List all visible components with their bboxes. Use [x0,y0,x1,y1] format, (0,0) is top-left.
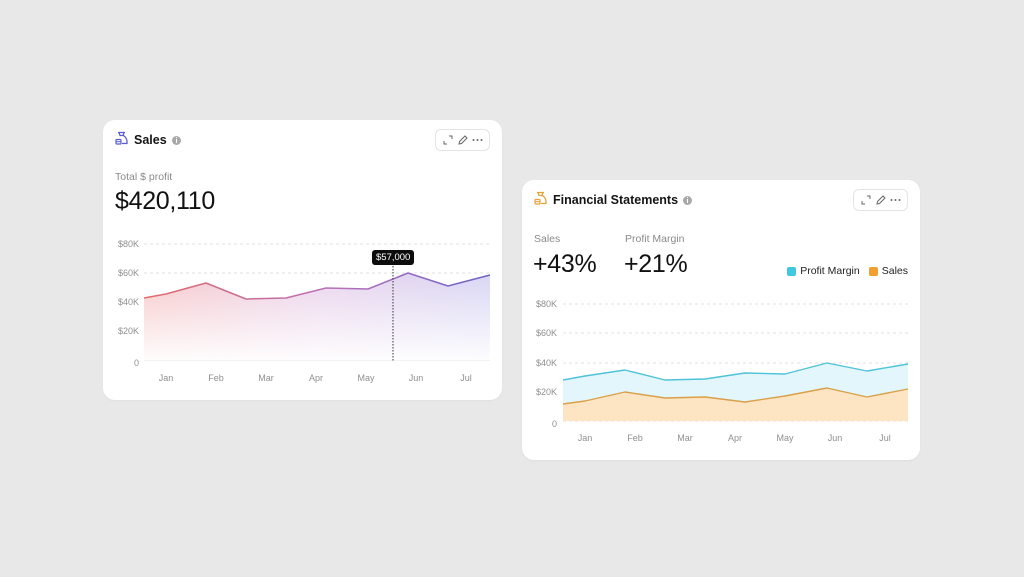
metric-label: Total $ profit [115,171,173,183]
metric-value-sales: +43% [533,250,597,278]
more-horizontal-icon [472,139,483,141]
svg-text:Feb: Feb [627,433,643,443]
svg-text:$80K: $80K [536,299,557,309]
y-axis: $80K $60K $40K $20K 0 [536,299,557,429]
expand-icon [443,135,452,145]
svg-text:Jun: Jun [828,433,843,443]
svg-text:Jan: Jan [159,373,174,383]
svg-text:$80K: $80K [118,239,139,249]
more-horizontal-icon [890,199,901,201]
svg-text:$20K: $20K [118,326,139,336]
svg-text:May: May [357,373,375,383]
svg-text:Jul: Jul [879,433,891,443]
chart-tooltip: $57,000 [372,250,415,265]
svg-text:Mar: Mar [258,373,274,383]
expand-button[interactable] [859,194,872,207]
sales-line [143,272,491,300]
legend-item-sales[interactable]: Sales [868,265,908,277]
svg-text:Jan: Jan [578,433,593,443]
profit-margin-line [562,362,909,381]
sales-card: Sales Total $ profit $420,110 [103,120,502,400]
svg-text:Apr: Apr [309,373,323,383]
financial-area-chart[interactable]: $80K $60K $40K $20K 0 Jan Feb Mar Apr Ma… [522,180,920,460]
info-icon[interactable] [683,195,693,205]
more-button[interactable] [471,134,484,147]
money-bag-icon [534,191,547,210]
card-header: Sales [115,130,490,150]
svg-text:Feb: Feb [208,373,224,383]
edit-button[interactable] [874,194,887,207]
metric-label-profit-margin: Profit Margin [625,233,685,245]
x-axis: Jan Feb Mar Apr May Jun Jul [159,373,472,383]
legend-item-profit-margin[interactable]: Profit Margin [787,265,860,277]
pencil-icon [876,194,886,205]
metric-label-sales: Sales [534,233,561,245]
info-icon[interactable] [171,135,181,145]
legend-label: Sales [881,265,908,277]
card-title: Financial Statements [553,193,679,207]
metric-value: $420,110 [115,187,216,215]
edit-button[interactable] [456,134,469,147]
svg-text:Mar: Mar [677,433,693,443]
financial-statements-card: Financial Statements Sales +43% Profit M… [522,180,920,460]
svg-text:Apr: Apr [728,433,742,443]
card-title: Sales [134,133,167,147]
money-bag-icon [115,131,128,150]
card-header: Financial Statements [534,190,908,210]
metric-value-profit-margin: +21% [624,250,688,278]
svg-text:$40K: $40K [536,358,557,368]
card-toolbar [435,129,490,151]
legend-swatch [868,266,878,276]
legend-swatch [787,266,797,276]
more-button[interactable] [889,194,902,207]
y-axis: $80K $60K $40K $20K 0 [118,239,139,368]
sales-line [562,387,909,405]
svg-text:$60K: $60K [118,268,139,278]
card-toolbar [853,189,908,211]
svg-text:Jun: Jun [409,373,424,383]
expand-icon [861,195,870,205]
svg-text:0: 0 [552,419,557,429]
chart-legend: Profit Margin Sales [778,265,908,277]
sales-area-chart[interactable]: $80K $60K $40K $20K 0 Jan Feb Mar Apr Ma… [103,120,502,400]
svg-text:$40K: $40K [118,297,139,307]
legend-label: Profit Margin [800,265,860,277]
svg-text:$60K: $60K [536,328,557,338]
expand-button[interactable] [441,134,454,147]
svg-text:Jul: Jul [460,373,472,383]
pencil-icon [458,134,468,145]
x-axis: Jan Feb Mar Apr May Jun Jul [578,433,891,443]
svg-text:$20K: $20K [536,387,557,397]
svg-text:0: 0 [134,358,139,368]
svg-text:May: May [776,433,794,443]
